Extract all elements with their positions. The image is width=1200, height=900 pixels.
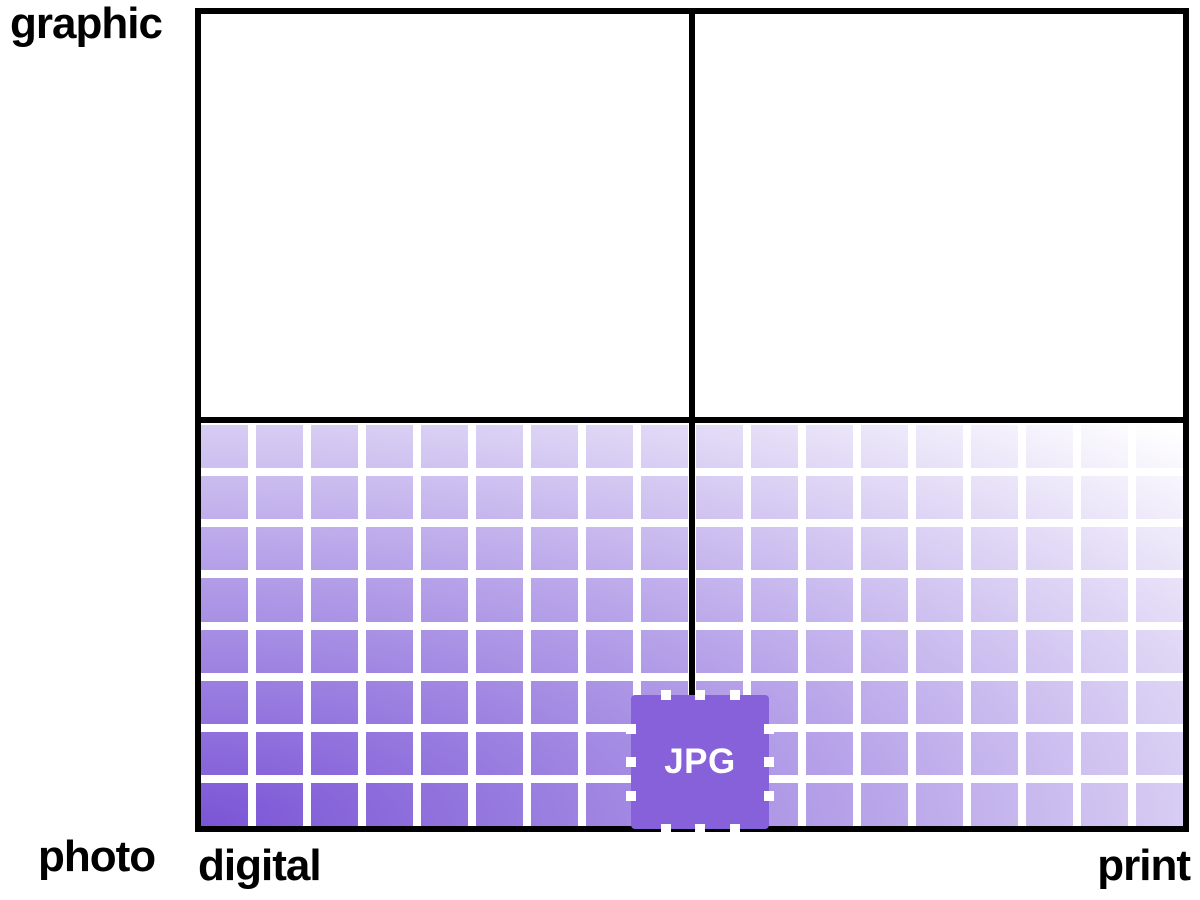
format-chip-label: JPG — [664, 742, 736, 782]
chip-notch — [764, 724, 774, 734]
chip-notch — [764, 757, 774, 767]
chip-notch — [695, 690, 705, 700]
chip-notch — [730, 824, 740, 834]
chip-notch — [695, 824, 705, 834]
y-axis-label-top: graphic — [10, 2, 162, 46]
chip-notch — [730, 690, 740, 700]
chip-notch — [626, 757, 636, 767]
chip-notch — [661, 824, 671, 834]
y-axis-label-bottom: photo — [38, 835, 155, 879]
format-chip-jpg: JPG — [631, 695, 769, 829]
x-axis-label-right: print — [1097, 844, 1190, 888]
chip-notch — [764, 791, 774, 801]
quadrant-plot: JPG — [195, 8, 1189, 832]
chip-notch — [626, 724, 636, 734]
chip-notch — [626, 791, 636, 801]
chip-notch — [661, 690, 671, 700]
x-axis-label-left: digital — [198, 844, 321, 888]
